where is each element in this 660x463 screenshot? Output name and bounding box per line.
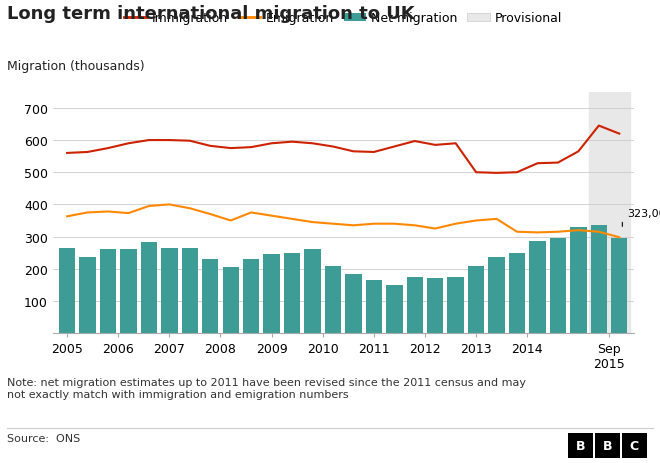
Bar bbox=[120, 250, 137, 333]
Bar bbox=[345, 274, 362, 333]
Bar bbox=[202, 260, 218, 333]
Bar bbox=[141, 243, 157, 333]
Bar bbox=[366, 281, 382, 333]
Bar bbox=[263, 255, 280, 333]
Text: Long term international migration to UK: Long term international migration to UK bbox=[7, 5, 414, 23]
Text: B: B bbox=[576, 439, 585, 452]
Bar bbox=[509, 253, 525, 333]
Bar bbox=[589, 93, 630, 333]
Bar bbox=[488, 258, 505, 333]
Bar bbox=[59, 248, 75, 333]
Bar bbox=[570, 227, 587, 333]
Bar bbox=[447, 277, 464, 333]
Bar bbox=[304, 250, 321, 333]
Bar bbox=[182, 248, 198, 333]
Text: Note: net migration estimates up to 2011 have been revised since the 2011 census: Note: net migration estimates up to 2011… bbox=[7, 377, 525, 399]
Bar bbox=[161, 248, 178, 333]
Bar bbox=[427, 279, 444, 333]
Bar bbox=[550, 238, 566, 333]
Bar bbox=[325, 267, 341, 333]
Bar bbox=[100, 250, 116, 333]
Bar bbox=[386, 285, 403, 333]
Text: Source:  ONS: Source: ONS bbox=[7, 433, 80, 443]
Text: 323,000: 323,000 bbox=[628, 208, 660, 219]
Text: Migration (thousands): Migration (thousands) bbox=[7, 60, 145, 73]
Bar bbox=[407, 277, 423, 333]
Legend: Immigration, Emigration, Net migration, Provisional: Immigration, Emigration, Net migration, … bbox=[119, 7, 567, 30]
Bar bbox=[79, 257, 96, 333]
Bar bbox=[222, 268, 239, 333]
Bar bbox=[591, 226, 607, 333]
Bar bbox=[468, 266, 484, 333]
Bar bbox=[611, 238, 628, 333]
Bar bbox=[284, 253, 300, 333]
Text: C: C bbox=[630, 439, 639, 452]
Text: B: B bbox=[603, 439, 612, 452]
Bar bbox=[243, 260, 259, 333]
Bar bbox=[529, 242, 546, 333]
